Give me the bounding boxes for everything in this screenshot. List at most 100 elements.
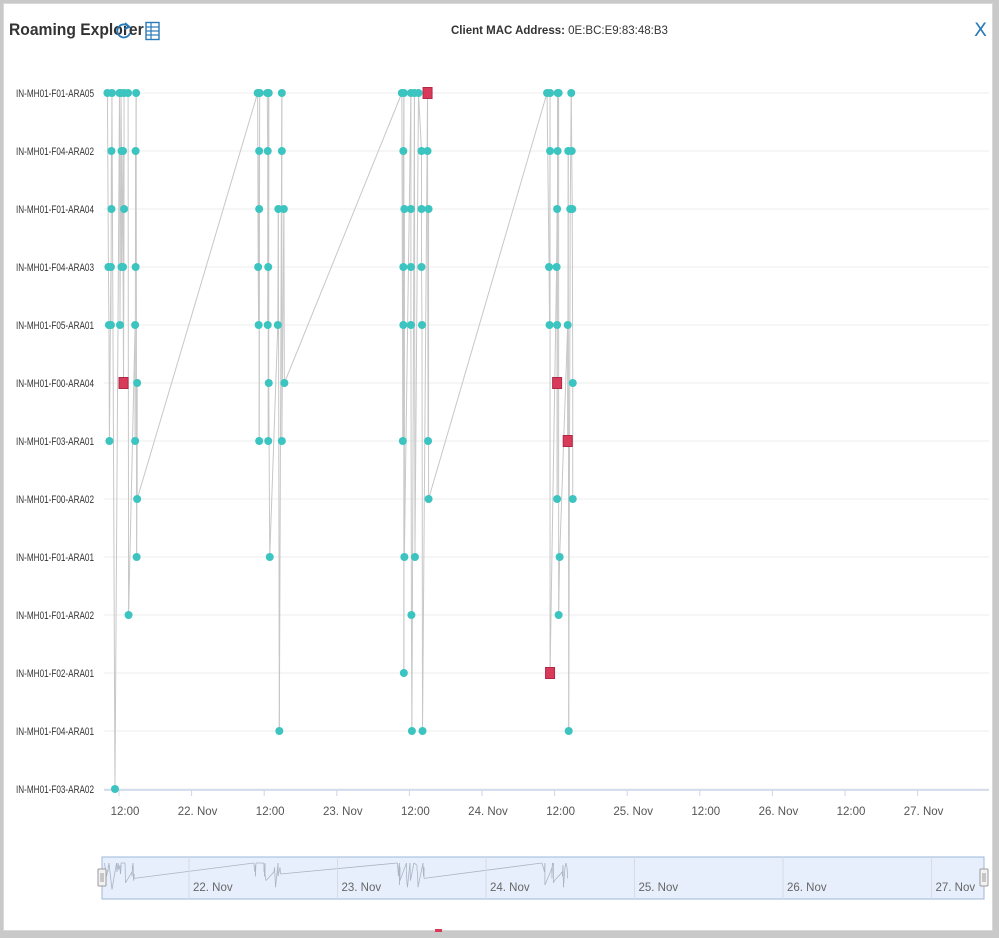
refresh-icon[interactable] [115,21,133,41]
roaming-point[interactable] [545,263,554,271]
roaming-point[interactable] [553,321,562,329]
roaming-point[interactable] [255,89,264,97]
navigator-left-handle[interactable] [97,868,107,887]
roaming-point[interactable] [255,437,264,445]
roaming-point[interactable] [424,495,433,503]
roaming-point[interactable] [553,205,562,213]
roaming-point[interactable] [131,321,140,329]
roaming-point[interactable] [132,553,141,561]
roaming-point[interactable] [400,553,409,561]
roaming-point[interactable] [546,89,555,97]
roaming-point[interactable] [567,147,576,155]
roaming-point[interactable] [277,437,286,445]
roaming-point[interactable] [418,727,427,735]
roaming-point[interactable] [423,147,432,155]
roaming-point[interactable] [131,147,140,155]
roaming-point[interactable] [406,205,415,213]
roaming-point[interactable] [545,321,554,329]
roaming-point-highlight[interactable] [562,435,573,447]
roaming-point[interactable] [265,553,274,561]
roaming-point[interactable] [568,379,577,387]
roaming-point[interactable] [124,611,133,619]
roaming-point[interactable] [275,727,284,735]
roaming-link [106,92,109,268]
roaming-point[interactable] [399,147,408,155]
roaming-point[interactable] [119,147,128,155]
roaming-point[interactable] [107,89,116,97]
roaming-point[interactable] [553,495,562,503]
roaming-point[interactable] [133,379,142,387]
navigator-right-handle[interactable] [979,868,989,887]
navigator-label: 25. Nov [639,882,679,894]
roaming-point[interactable] [406,263,415,271]
roaming-point[interactable] [264,379,273,387]
roaming-point[interactable] [563,321,572,329]
roaming-point[interactable] [110,785,119,793]
roaming-point[interactable] [417,263,426,271]
table-view-icon[interactable] [144,21,161,41]
roaming-point-highlight[interactable] [552,377,563,389]
roaming-point[interactable] [418,321,427,329]
roaming-point[interactable] [399,669,408,677]
roaming-point-highlight[interactable] [118,377,129,389]
close-icon[interactable]: X [974,19,988,41]
roaming-point[interactable] [279,205,288,213]
roaming-point[interactable] [410,553,419,561]
roaming-point[interactable] [107,147,116,155]
roaming-point[interactable] [105,437,114,445]
navigator-range[interactable] [101,856,985,900]
roaming-point[interactable] [399,89,408,97]
roaming-point[interactable] [424,437,433,445]
roaming-point[interactable] [407,611,416,619]
roaming-point[interactable] [124,89,133,97]
roaming-point[interactable] [417,147,426,155]
roaming-point[interactable] [131,263,140,271]
roaming-point[interactable] [552,263,561,271]
roaming-point[interactable] [424,205,433,213]
roaming-point[interactable] [264,89,273,97]
navigator[interactable]: 22. Nov 23. Nov 24. Nov 25. Nov 26. Nov 27. N… [97,856,994,900]
roaming-point[interactable] [277,147,286,155]
roaming-point[interactable] [131,437,140,445]
roaming-point[interactable] [406,321,415,329]
roaming-point[interactable] [254,321,263,329]
roaming-point[interactable] [120,205,129,213]
roaming-point[interactable] [264,263,273,271]
roaming-point[interactable] [568,205,577,213]
roaming-point[interactable] [254,263,263,271]
roaming-point[interactable] [398,437,407,445]
roaming-point[interactable] [564,727,573,735]
roaming-point[interactable] [280,379,289,387]
roaming-point[interactable] [554,611,563,619]
roaming-point[interactable] [274,205,283,213]
roaming-point[interactable] [417,205,426,213]
roaming-point[interactable] [414,89,423,97]
roaming-point[interactable] [277,89,286,97]
roaming-point[interactable] [263,147,272,155]
roaming-point[interactable] [399,321,408,329]
roaming-point[interactable] [119,263,128,271]
roaming-point-highlight[interactable] [545,667,556,679]
roaming-point[interactable] [568,495,577,503]
roaming-point[interactable] [555,553,564,561]
roaming-point-highlight[interactable] [422,87,433,99]
roaming-point[interactable] [273,321,282,329]
roaming-point[interactable] [133,495,142,503]
roaming-point[interactable] [116,321,125,329]
roaming-point[interactable] [554,89,563,97]
roaming-point[interactable] [553,147,562,155]
roaming-point[interactable] [106,263,115,271]
roaming-point[interactable] [546,147,555,155]
roaming-point[interactable] [400,205,409,213]
roaming-point[interactable] [132,89,141,97]
roaming-points[interactable] [103,87,994,794]
roaming-point[interactable] [264,437,273,445]
roaming-point[interactable] [263,321,272,329]
roaming-point[interactable] [407,727,416,735]
roaming-point[interactable] [255,205,264,213]
roaming-point[interactable] [255,147,264,155]
roaming-point[interactable] [399,263,408,271]
roaming-point[interactable] [567,89,576,97]
roaming-point[interactable] [107,205,116,213]
roaming-point[interactable] [106,321,115,329]
